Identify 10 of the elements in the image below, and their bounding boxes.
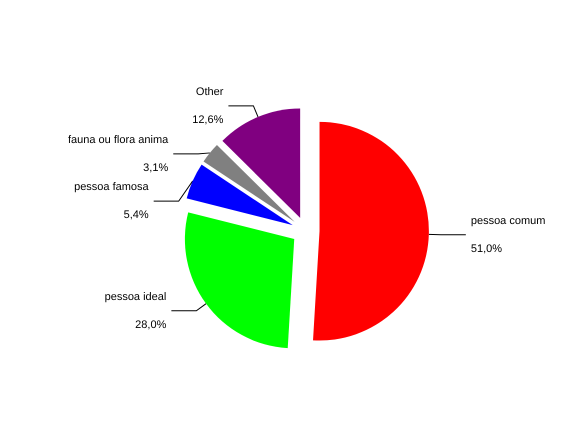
data-label: 12,6% [192, 114, 224, 126]
slice-label: fauna ou flora anima [68, 134, 170, 146]
slice-label: pessoa famosa [74, 181, 150, 194]
slice-label: Other [196, 86, 224, 98]
slice-label: pessoa ideal [104, 290, 166, 303]
data-label: 51,0% [470, 242, 502, 255]
data-label: 3,1% [143, 162, 168, 174]
data-label: 5,4% [124, 209, 149, 222]
slice-label: pessoa comum [470, 214, 546, 227]
data-label: 28,0% [135, 318, 167, 331]
